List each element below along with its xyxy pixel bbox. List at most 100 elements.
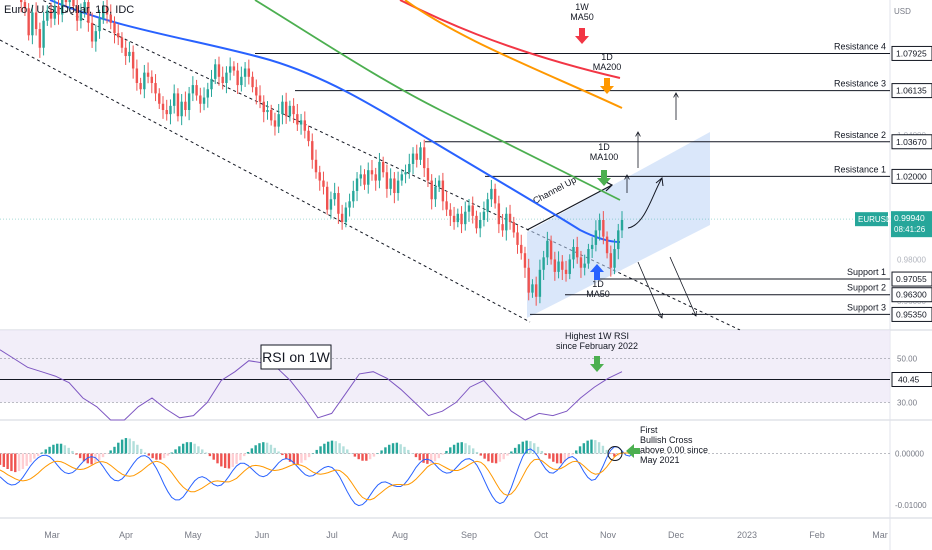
macd-bar [468,445,471,454]
macd-bar [613,453,616,457]
macd-bar [567,453,570,459]
arrow-1w-ma50 [575,28,589,44]
candle-body [430,180,433,200]
macd-bar [212,453,215,460]
macd-bar [498,453,502,462]
candle-body [534,284,538,297]
macd-bar [319,446,322,454]
candle-body [284,101,288,117]
candle-body [191,85,195,94]
macd-bar [330,440,334,454]
macd-bar [311,453,315,455]
candle-body [23,2,27,9]
macd-bar [265,442,269,454]
candle-body [102,6,105,19]
macd-bar [578,446,582,454]
macd-bar [304,453,307,461]
macd-bar [414,453,418,458]
level-price-tag [891,168,932,184]
time-tick-label: Feb [809,530,825,540]
candle-body [516,232,519,245]
macd-bar [250,448,254,454]
macd-bar [571,453,574,455]
macd-bar [67,447,70,454]
macd-bar [460,442,463,454]
level-price: 1.03670 [896,137,927,147]
candle-body [49,10,53,19]
macd-bar [86,453,89,464]
macd-bar [452,444,456,454]
macd-bar [17,453,21,472]
candle-body [325,186,329,210]
macd-bar [384,447,387,454]
annotation-1d-ma50: 1D [592,279,604,289]
macd-bar [555,453,559,464]
level-price: 1.07925 [896,48,927,58]
candle-body [449,209,452,216]
projection-arrow [669,256,697,317]
current-price-tag [891,211,932,238]
time-tick-label: Aug [392,530,408,540]
macd-bar [201,449,204,454]
annotation-1d-ma100: 1D [598,142,610,152]
candle-body [493,188,497,204]
candle-body [531,284,534,293]
macd-bar [597,442,601,454]
arrow-1d-ma50 [590,264,604,280]
macd-bar [464,443,467,454]
macd-bar [227,453,231,469]
macd-bar [197,446,200,454]
macd-bar [10,453,13,472]
candle-body [221,76,224,84]
macd-bar [403,446,406,454]
candle-body [270,110,273,121]
candle-body [90,22,94,42]
candle-body [452,215,456,223]
time-tick-label: Sep [461,530,477,540]
annotation-1d-ma100: MA100 [590,152,619,162]
price-axis-unit: USD [894,7,911,16]
macd-bar [162,453,166,459]
level-price: 0.95350 [896,309,927,319]
candle-body [594,230,598,245]
candle-body [258,95,262,102]
candle-body [587,249,590,264]
candle-body [546,240,549,258]
macd-bar [395,442,399,454]
trendline-upper [41,0,741,331]
current-price-countdown: 08:41:26 [894,225,926,234]
macd-bar [235,453,238,464]
candle-body [508,213,512,223]
candle-body [64,0,68,3]
arrow-1d-ma100 [597,170,611,186]
macd-cross-arrow [626,444,640,458]
candle-body [598,220,601,231]
macd-bar [178,446,181,454]
candle-body [225,72,228,84]
candle-body [299,120,303,125]
annotation-1d-ma200: 1D [601,52,613,62]
rsi-tick-label: 50.00 [897,355,918,364]
candle-body [240,76,243,86]
macd-bar [300,453,303,463]
candle-body [583,263,586,268]
macd-bar [548,453,551,459]
rsi-tick-label: 30.00 [897,398,918,407]
macd-bar [273,447,276,454]
candle-body [520,244,523,254]
candle-body [415,153,418,160]
candle-body [34,12,38,30]
macd-bar [575,450,578,454]
macd-bar [231,453,234,467]
macd-bar [166,453,170,456]
macd-bar [33,453,36,459]
current-price-value: 0.99940 [894,213,925,223]
macd-bar [487,453,490,462]
macd-bar [506,453,509,456]
candle-body [538,269,542,297]
candle-body [273,120,277,127]
macd-bar [552,453,555,462]
candle-body [46,10,49,21]
candle-body [423,147,426,169]
